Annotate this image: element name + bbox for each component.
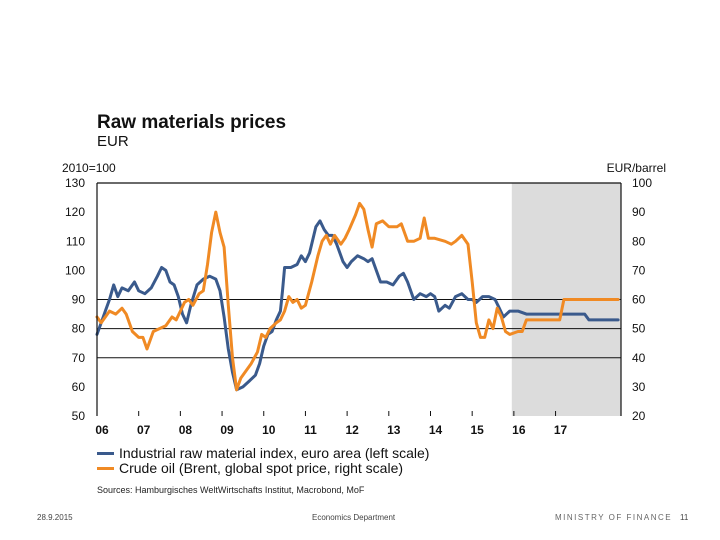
x-tick-label-10: 10 — [262, 423, 276, 437]
footer-date: 28.9.2015 — [37, 513, 73, 522]
legend-swatch-crude-oil — [97, 467, 114, 470]
right-y-tick-label-70: 70 — [632, 263, 646, 277]
footer-department: Economics Department — [312, 513, 396, 522]
legend-label-crude-oil: Crude oil (Brent, global spot price, rig… — [119, 460, 404, 476]
legend-item-crude-oil: Crude oil (Brent, global spot price, rig… — [97, 461, 429, 476]
x-tick-label-09: 09 — [220, 423, 234, 437]
right-y-tick-label-40: 40 — [632, 351, 646, 365]
sources-note: Sources: Hamburgisches WeltWirtschafts I… — [97, 485, 365, 495]
left-y-tick-label-100: 100 — [65, 263, 85, 277]
left-y-tick-label-110: 110 — [66, 234, 85, 248]
x-tick-label-17: 17 — [554, 423, 568, 437]
x-tick-label-13: 13 — [387, 423, 401, 437]
left-y-tick-label-120: 120 — [65, 205, 85, 219]
footer-ministry-logo: MINISTRY OF FINANCE — [555, 513, 673, 522]
right-y-tick-label-30: 30 — [632, 380, 646, 394]
right-y-tick-label-80: 80 — [632, 234, 646, 248]
left-y-tick-label-60: 60 — [72, 380, 86, 394]
left-y-tick-label-90: 90 — [72, 293, 86, 307]
legend-item-industrial-index: Industrial raw material index, euro area… — [97, 446, 429, 461]
x-tick-label-16: 16 — [512, 423, 526, 437]
legend-swatch-industrial-index — [97, 452, 114, 455]
right-axis-unit-label: EUR/barrel — [606, 161, 666, 175]
x-tick-label-12: 12 — [345, 423, 359, 437]
right-y-tick-label-60: 60 — [632, 293, 646, 307]
legend: Industrial raw material index, euro area… — [97, 446, 429, 476]
chart-title: Raw materials prices — [97, 112, 287, 133]
x-tick-label-06: 06 — [95, 423, 109, 437]
series-industrial-index-line — [95, 219, 620, 392]
right-y-tick-label-20: 20 — [632, 409, 646, 423]
x-tick-label-14: 14 — [429, 423, 443, 437]
x-tick-label-15: 15 — [470, 423, 484, 437]
series-crude-oil-line — [95, 201, 620, 392]
chart-subtitle: EUR — [97, 133, 129, 150]
left-y-tick-label-80: 80 — [72, 322, 86, 336]
right-y-tick-label-100: 100 — [632, 176, 652, 190]
x-tick-label-11: 11 — [304, 423, 317, 437]
left-y-tick-label-70: 70 — [72, 351, 86, 365]
x-tick-label-07: 07 — [137, 423, 151, 437]
x-tick-label-08: 08 — [179, 423, 193, 437]
right-y-tick-label-50: 50 — [632, 322, 646, 336]
left-y-tick-label-130: 130 — [65, 176, 85, 190]
page-number: 11 — [680, 513, 689, 522]
left-y-tick-label-50: 50 — [72, 409, 86, 423]
legend-label-industrial-index: Industrial raw material index, euro area… — [119, 445, 430, 461]
right-y-tick-label-90: 90 — [632, 205, 646, 219]
left-axis-unit-label: 2010=100 — [62, 161, 116, 175]
